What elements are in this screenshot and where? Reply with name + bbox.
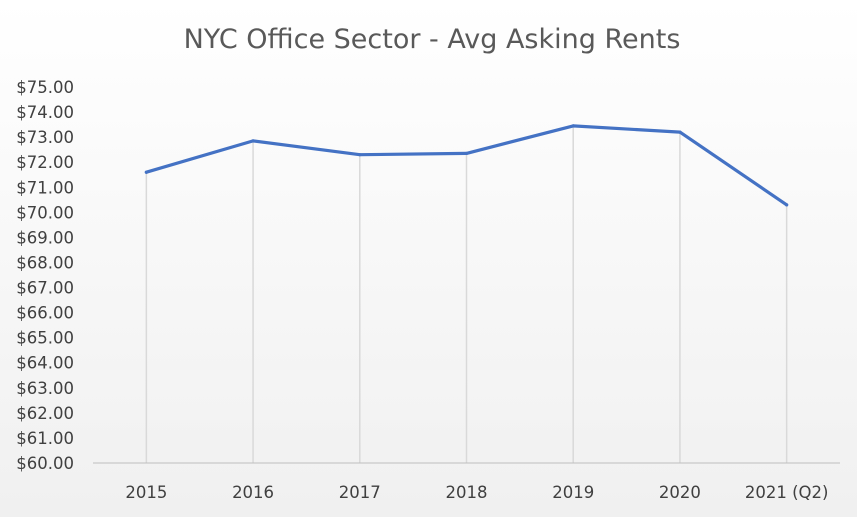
y-tick-label: $72.00	[16, 153, 74, 172]
y-tick-label: $74.00	[16, 103, 74, 122]
x-tick-label: 2017	[339, 483, 381, 502]
data-point	[251, 139, 255, 143]
y-tick-label: $66.00	[16, 304, 74, 323]
data-point	[678, 130, 682, 134]
y-tick-label: $65.00	[16, 329, 74, 348]
data-points	[144, 124, 789, 207]
x-tick-label: 2021 (Q2)	[745, 483, 829, 502]
y-tick-label: $61.00	[16, 429, 74, 448]
y-tick-labels: $60.00 $61.00 $62.00 $63.00 $64.00 $65.00 $66.…	[16, 78, 74, 473]
drop-lines	[145, 125, 788, 463]
y-tick-label: $73.00	[16, 128, 74, 147]
data-point	[144, 170, 148, 174]
x-tick-label: 2019	[552, 483, 594, 502]
y-tick-label: $60.00	[16, 454, 74, 473]
x-tick-label: 2015	[125, 483, 167, 502]
x-tick-label: 2020	[659, 483, 701, 502]
x-tick-label: 2018	[446, 483, 488, 502]
y-tick-label: $70.00	[16, 203, 74, 222]
x-tick-label: 2016	[232, 483, 274, 502]
x-tick-labels: 2015 2016 2017 2018 2019 2020 2021 (Q2)	[125, 483, 828, 502]
y-tick-label: $75.00	[16, 78, 74, 97]
y-tick-label: $69.00	[16, 228, 74, 247]
data-point	[571, 124, 575, 128]
y-tick-label: $71.00	[16, 178, 74, 197]
y-tick-label: $67.00	[16, 279, 74, 298]
chart-title: NYC Office Sector - Avg Asking Rents	[184, 24, 681, 55]
y-tick-label: $68.00	[16, 253, 74, 272]
data-point	[358, 153, 362, 157]
data-point	[464, 151, 469, 156]
y-tick-label: $62.00	[16, 404, 74, 423]
y-tick-label: $63.00	[16, 379, 74, 398]
y-tick-label: $64.00	[16, 354, 74, 373]
data-point	[785, 203, 789, 207]
